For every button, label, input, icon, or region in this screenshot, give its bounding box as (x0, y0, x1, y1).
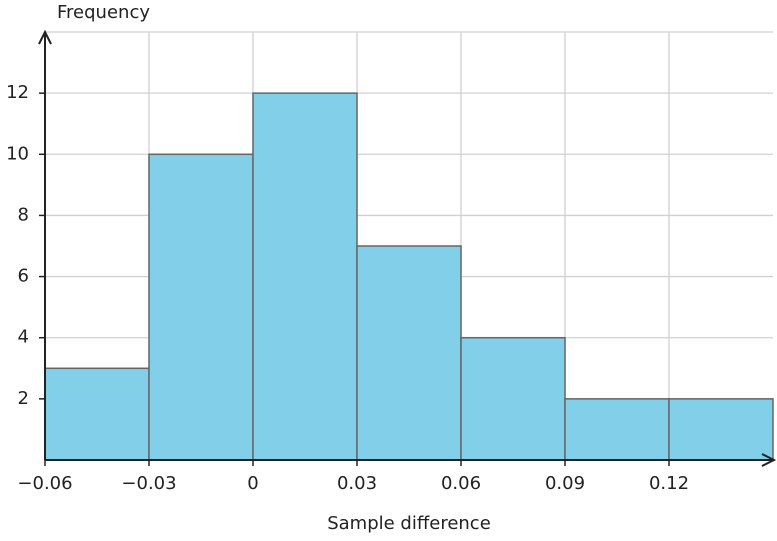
x-axis-label: Sample difference (327, 513, 491, 534)
y-axis-arrow (38, 29, 52, 45)
bar (356, 245, 462, 461)
x-axis-arrow (761, 453, 777, 467)
y-tick-label: 12 (6, 82, 29, 103)
bar (252, 92, 358, 461)
x-tick-label: −0.03 (121, 473, 176, 494)
x-tick-label: 0.06 (441, 473, 481, 494)
bar (44, 367, 150, 461)
bar (564, 398, 670, 461)
x-tick-label: 0.12 (649, 473, 689, 494)
y-axis-label: Frequency (57, 2, 150, 23)
bar (148, 153, 254, 461)
x-tick-label: 0.03 (337, 473, 377, 494)
y-tick-label: 8 (18, 204, 29, 225)
x-tick-label: −0.06 (17, 473, 72, 494)
bar (460, 336, 566, 461)
y-tick-label: 4 (18, 327, 29, 348)
bar (668, 398, 774, 461)
y-tick-label: 6 (18, 266, 29, 287)
y-tick-label: 2 (18, 388, 29, 409)
x-tick-label: 0.09 (545, 473, 585, 494)
x-tick-label: 0 (247, 473, 258, 494)
y-tick-label: 10 (6, 143, 29, 164)
